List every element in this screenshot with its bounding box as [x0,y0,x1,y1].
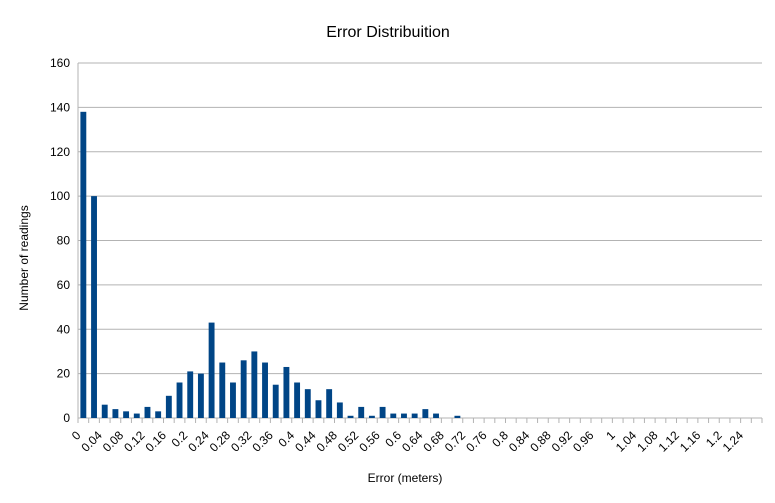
y-tick-label: 80 [57,234,71,248]
x-tick-label: 1.04 [613,428,640,455]
bar-0.64 [422,409,429,418]
grid-lines [78,62,762,419]
bar-0.66 [433,413,439,418]
bar-0.58 [390,413,397,418]
x-tick-label: 1.16 [677,428,704,455]
bar-0.02 [91,196,97,418]
bar-0.52 [358,406,365,418]
x-tick-label: 0.04 [78,428,105,455]
y-tick-label: 140 [50,100,70,114]
x-tick-label: 0.08 [100,428,127,455]
x-tick-label: 0.12 [121,428,148,455]
x-tick-label: 0.72 [442,428,469,455]
y-axis-title: Number of readings [17,205,31,310]
chart-title: Error Distribuition [326,24,450,41]
x-tick-label: 0.36 [249,428,276,455]
bar-0.16 [165,395,172,418]
y-tick-label: 40 [57,322,71,336]
bar-0.42 [304,389,311,418]
bar-0.3 [240,360,247,418]
bar-0.26 [219,362,226,418]
x-tick-label: 0.96 [570,428,597,455]
bar-0.5 [347,415,354,418]
x-tick-label: 1.24 [720,428,747,455]
x-tick-label: 0.44 [292,428,319,455]
x-tick-label: 0.16 [143,428,170,455]
bar-0.56 [379,406,386,418]
bars [80,111,461,418]
bar-0.46 [326,389,333,418]
bar-0.38 [283,366,290,418]
bar-0.08 [123,411,130,418]
bar-0.28 [230,382,236,418]
bar-0.14 [155,411,162,418]
x-tick-label: 0.28 [207,428,234,455]
bar-0.1 [133,413,140,418]
x-tick-label: 0.56 [356,428,383,455]
x-tick-label: 1.08 [634,428,661,455]
x-ticks: 00.040.080.120.16 0.20.240.280.320.36 0.40… [69,418,763,455]
y-tick-label: 60 [57,278,71,292]
bar-0.34 [262,362,268,418]
x-tick-label: 0.92 [549,428,576,455]
bar-0.36 [272,384,279,418]
x-tick-label: 1.12 [656,428,683,455]
y-tick-label: 20 [57,367,71,381]
bar-0.4 [294,382,301,418]
x-tick-label: 0.32 [228,428,255,455]
bar-0.7 [454,415,461,418]
bar-0.44 [315,400,322,418]
x-tick-label: 0.88 [527,428,554,455]
bar-0.22 [197,373,204,418]
y-tick-label: 0 [63,411,70,425]
bar-0.2 [187,371,194,418]
bar-0.62 [411,413,418,418]
y-tick-label: 120 [50,145,70,159]
x-tick-label: 0.68 [420,428,447,455]
bar-0.24 [208,322,215,418]
bar-0.48 [336,402,343,418]
y-tick-label: 160 [50,56,70,70]
bar-0.6 [401,413,407,418]
bar-0.06 [112,409,119,418]
bar-0.12 [144,406,151,418]
bar-0 [80,111,87,418]
x-axis-title: Error (meters) [368,471,443,485]
x-tick-label: 0.24 [185,428,212,455]
bar-0.04 [101,404,108,418]
x-tick-label: 0.84 [506,428,533,455]
bar-0.54 [368,415,375,418]
bar-0.32 [251,351,258,418]
bar-0.18 [176,382,183,418]
x-tick-label: 0.52 [335,428,362,455]
x-tick-label: 0.48 [314,428,341,455]
y-ticks: 0 20 40 60 80 100 120 140 160 [50,56,70,425]
x-tick-label: 0.76 [463,428,490,455]
y-tick-label: 100 [50,189,70,203]
x-tick-label: 0.64 [399,428,426,455]
